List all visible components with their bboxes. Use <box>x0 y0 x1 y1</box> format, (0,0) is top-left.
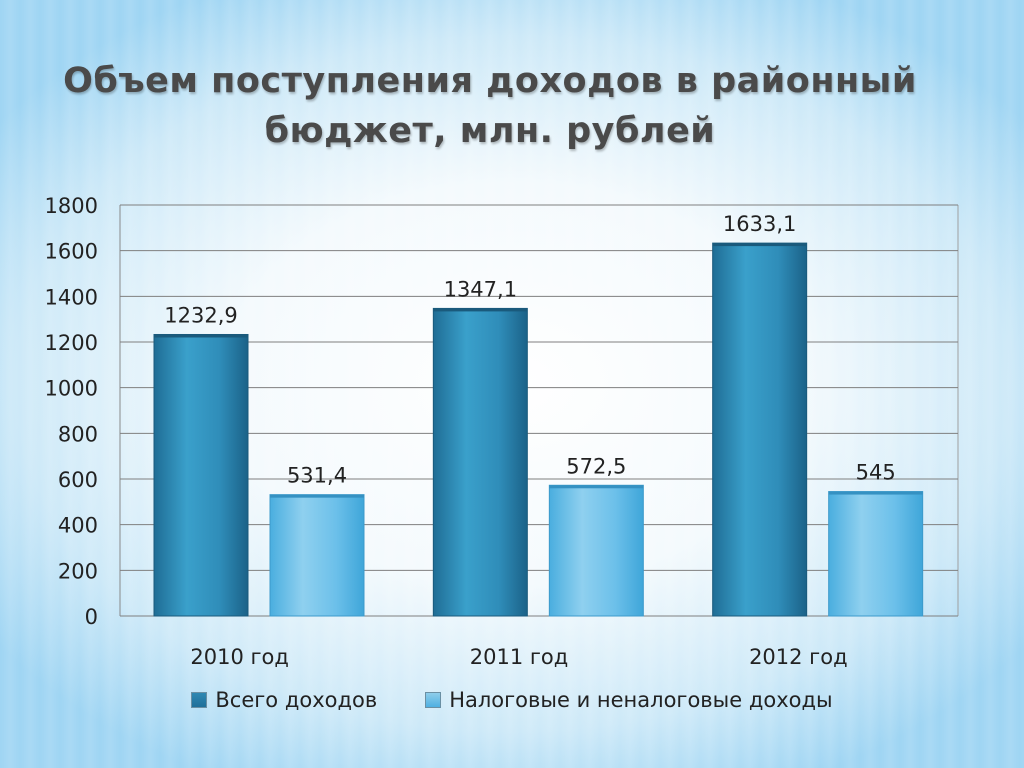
bar <box>153 333 249 617</box>
y-tick-label: 600 <box>58 468 98 492</box>
bar <box>269 494 365 617</box>
y-tick-label: 1200 <box>45 331 98 355</box>
data-label: 531,4 <box>287 464 347 488</box>
x-tick-label: 2012 год <box>749 645 848 669</box>
data-label: 545 <box>856 461 896 485</box>
bar <box>548 484 644 617</box>
y-tick-label: 200 <box>58 559 98 583</box>
y-axis: 0 200 400 600 800 1000 1200 1400 1600 1800 <box>45 194 98 629</box>
legend-swatch-tax <box>425 692 442 708</box>
y-tick-label: 1800 <box>45 194 98 218</box>
bar-top-edge <box>270 494 364 498</box>
bar <box>712 242 808 617</box>
chart-title-line1: Объем поступления доходов в районный <box>63 61 917 101</box>
legend: Всего доходов Налоговые и неналоговые до… <box>0 688 1024 712</box>
y-tick-label: 1400 <box>45 285 98 309</box>
data-label: 1633,1 <box>723 212 796 236</box>
bar <box>828 491 924 617</box>
chart-title: Объем поступления доходов в районный бюд… <box>60 56 920 156</box>
legend-label-total: Всего доходов <box>215 688 378 712</box>
legend-item-tax: Налоговые и неналоговые доходы <box>425 688 833 712</box>
legend-item-total: Всего доходов <box>191 688 377 712</box>
bar <box>432 307 528 617</box>
y-tick-label: 1000 <box>45 377 98 401</box>
bar-top-edge <box>433 308 528 312</box>
data-label: 572,5 <box>566 454 626 478</box>
data-label: 1347,1 <box>444 277 517 301</box>
bar-top-edge <box>828 491 923 495</box>
y-tick-label: 1600 <box>45 240 98 264</box>
bar-top-edge <box>712 243 807 247</box>
chart-title-line2: бюджет, млн. рублей <box>264 111 716 151</box>
bar-top-edge <box>549 485 644 489</box>
x-tick-label: 2011 год <box>470 645 569 669</box>
y-tick-label: 400 <box>58 514 98 538</box>
bars: 1232,9 531,4 1347,1 572,5 1633,1 545 <box>153 212 924 617</box>
y-tick-label: 800 <box>58 422 98 446</box>
data-label: 1232,9 <box>164 303 237 327</box>
bar-top-edge <box>154 334 248 338</box>
grid-lines <box>119 204 959 617</box>
legend-swatch-total <box>191 692 208 708</box>
legend-label-tax: Налоговые и неналоговые доходы <box>449 688 833 712</box>
x-tick-label: 2010 год <box>190 645 289 669</box>
x-axis: 2010 год 2011 год 2012 год <box>190 645 847 669</box>
y-tick-label: 0 <box>85 605 98 629</box>
